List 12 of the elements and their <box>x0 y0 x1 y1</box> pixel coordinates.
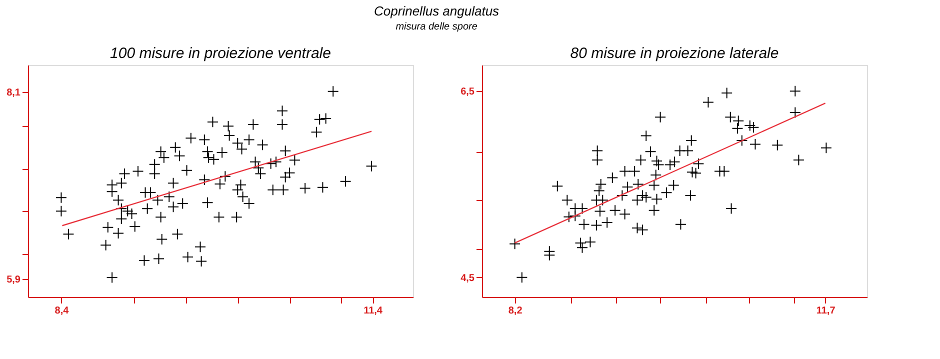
text: Coprinellus angulatus <box>374 4 500 18</box>
y-tick-label: 4,5 <box>460 272 475 284</box>
chart-title: 100 misure in proiezione ventrale <box>110 45 331 62</box>
chart-title: 80 misure in proiezione laterale <box>570 45 779 62</box>
x-tick-label: 11,4 <box>364 306 383 316</box>
y-tick-label: 5,9 <box>6 274 21 286</box>
x-tick-label: 8,2 <box>508 306 523 316</box>
text: misura delle spore <box>396 22 478 32</box>
y-tick-label: 6,5 <box>460 86 475 98</box>
x-tick-label: 11,7 <box>816 306 836 316</box>
x-tick-label: 8,4 <box>54 306 70 316</box>
y-tick-label: 8,1 <box>6 88 21 99</box>
